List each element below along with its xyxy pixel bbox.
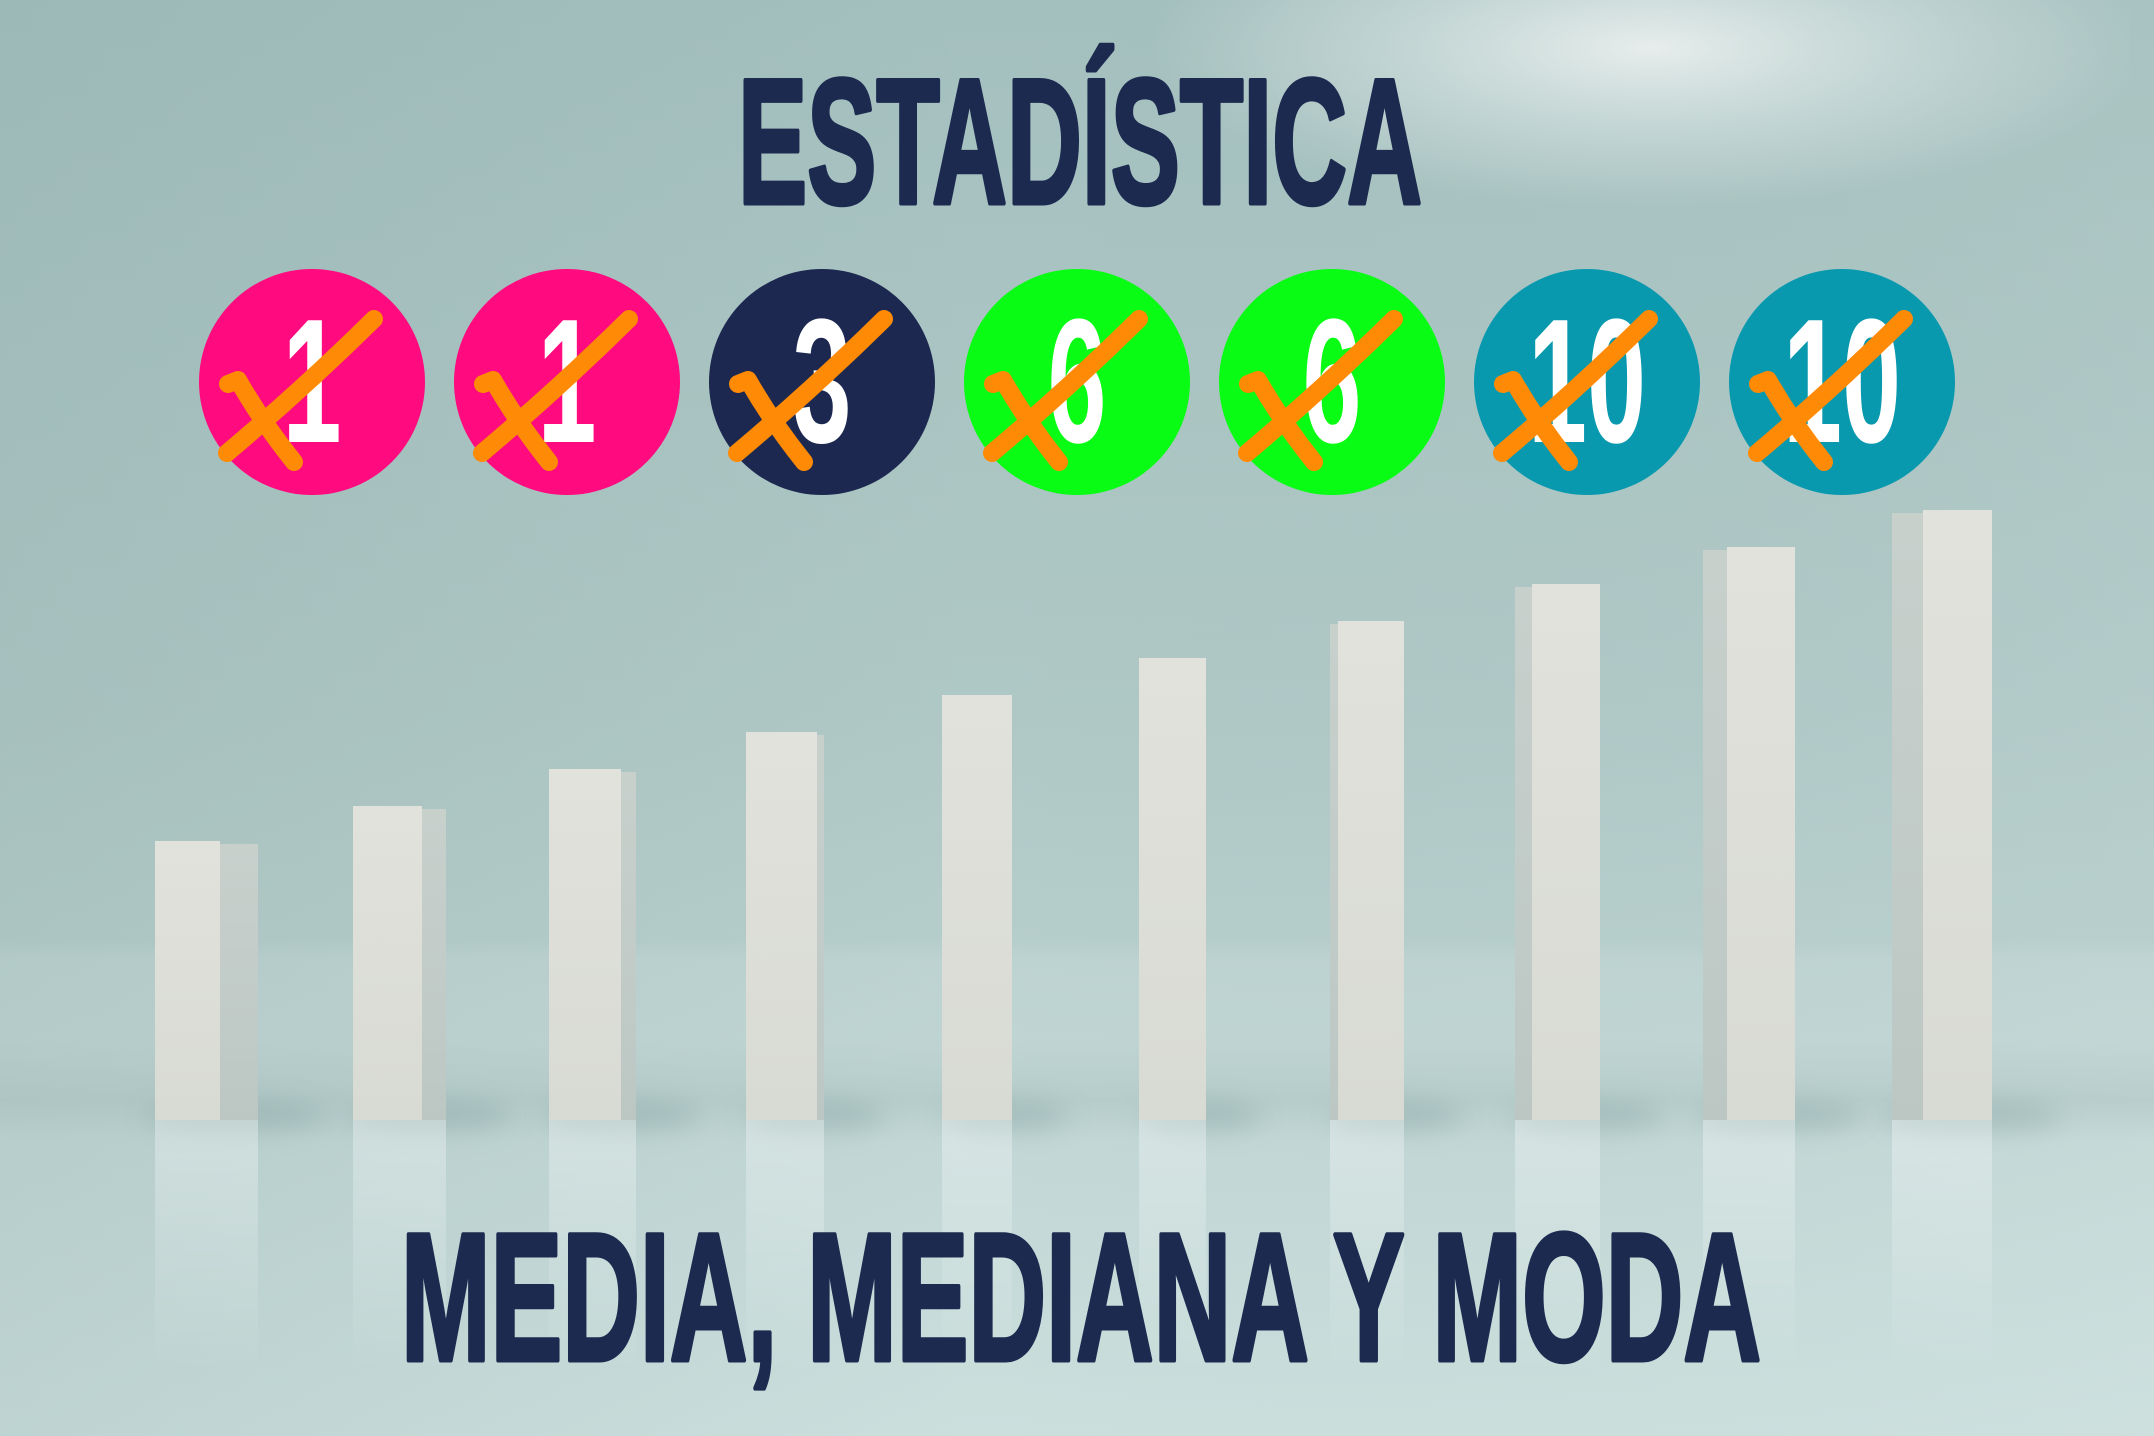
cross-mark-icon [1493,310,1658,471]
bar-reflection [549,1120,636,1372]
bar-front-face [1923,510,1992,1120]
light-glow [1130,0,2130,320]
bar-side-face [220,844,258,1120]
page-title: ESTADÍSTICA [738,42,1422,241]
bar-front-face [1727,547,1795,1120]
cross-mark-long-stroke [473,310,638,462]
cross-mark-long-stroke [983,310,1148,462]
number-badge: 6 [964,269,1190,495]
bar-side-face [1515,587,1532,1120]
number-badges: 1 1 3 6 6 10 10 [199,269,1955,495]
bar-front-face [549,769,621,1120]
bar-reflection [1703,1120,1795,1372]
bar-front-face [942,695,1012,1120]
bar-front-face [1139,658,1206,1120]
bar-reflection [942,1120,1012,1372]
bar-reflection [1330,1120,1404,1372]
cross-mark-icon [983,310,1148,471]
bar [1330,621,1464,1372]
bar-side-face [422,809,446,1120]
bar-front-face [746,732,817,1120]
cross-mark-icon [1748,310,1913,471]
bar [942,695,1070,1372]
bar-reflection [353,1120,446,1372]
bar-front-face [1532,584,1600,1120]
cross-mark-long-stroke [1238,310,1403,462]
number-badge: 6 [1219,269,1445,495]
bar-side-face [1330,624,1338,1120]
bar-reflection [1515,1120,1600,1372]
cross-mark-long-stroke [1493,310,1658,462]
bar [744,732,886,1372]
bar-front-face [1338,621,1404,1120]
bar [1139,658,1263,1372]
bar [1511,584,1664,1372]
bar [1696,547,1862,1372]
bar-illustration [143,510,2062,1372]
cross-mark-long-stroke [218,310,383,462]
bar-reflection [1892,1120,1992,1372]
cross-mark-icon [218,310,383,471]
bar [345,806,514,1372]
cross-mark-icon [1238,310,1403,471]
bar-reflection [155,1120,258,1372]
bar-front-face [353,806,422,1120]
bar-side-face [1892,513,1923,1120]
number-badge: 3 [709,269,935,495]
bar [143,841,330,1372]
bar [544,769,701,1372]
bar-side-face [1703,550,1727,1120]
bar-side-face [817,735,824,1120]
bar-front-face [155,841,220,1120]
cross-mark-long-stroke [1748,310,1913,462]
subtitle: MEDIA, MEDIANA Y MODA [401,1195,1761,1399]
cross-mark-icon [728,310,893,471]
number-badge: 10 [1474,269,1700,495]
bar [1882,510,2062,1372]
number-badge: 1 [199,269,425,495]
cross-mark-icon [473,310,638,471]
bar-reflection [746,1120,824,1372]
number-badge: 1 [454,269,680,495]
bar-reflection [1139,1120,1206,1372]
number-badge: 10 [1729,269,1955,495]
cross-mark-long-stroke [728,310,893,462]
bar-side-face [621,772,636,1120]
